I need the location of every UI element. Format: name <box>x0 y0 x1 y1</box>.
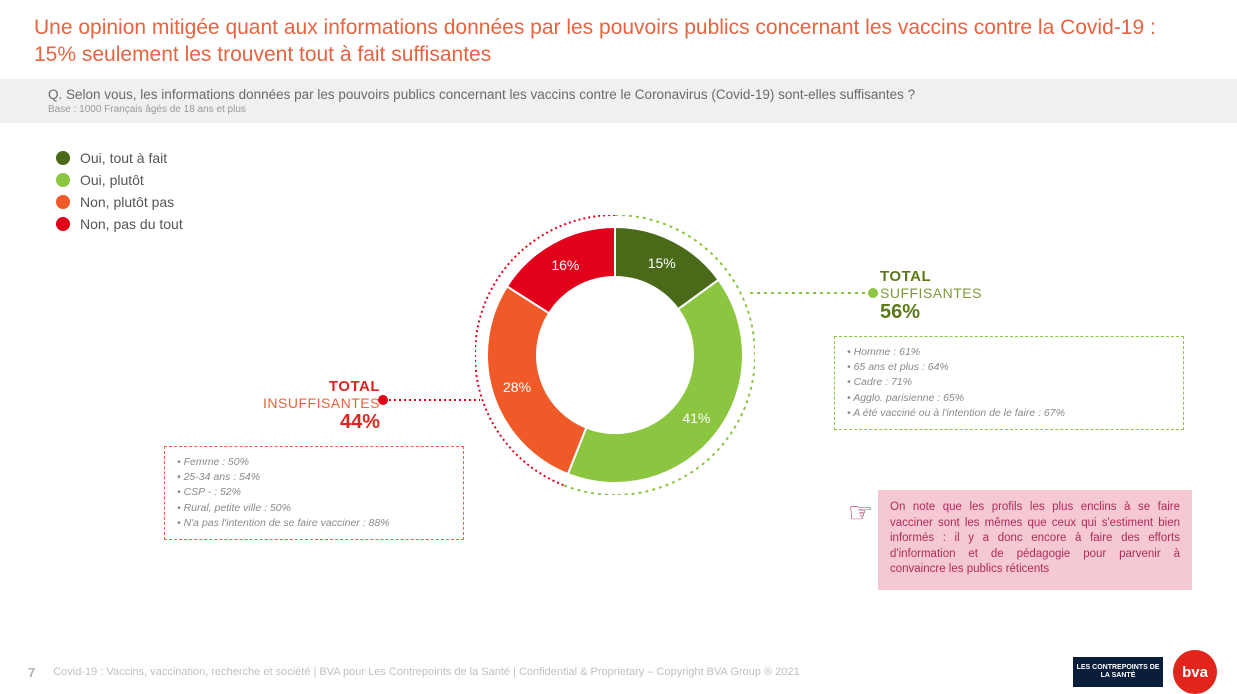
question-band: Q. Selon vous, les informations données … <box>0 79 1237 123</box>
detail-line: • N'a pas l'intention de se faire vaccin… <box>177 516 451 531</box>
details-suffisantes: • Homme : 61%• 65 ans et plus : 64%• Cad… <box>834 336 1184 430</box>
footer-text: Covid-19 : Vaccins, vaccination, recherc… <box>53 666 1073 678</box>
detail-line: • A été vacciné ou à l'intention de le f… <box>847 406 1171 421</box>
legend-dot-icon <box>56 195 70 209</box>
page-number: 7 <box>28 665 35 680</box>
detail-line: • Femme : 50% <box>177 455 451 470</box>
legend-label: Oui, tout à fait <box>80 150 167 166</box>
slice-label: 16% <box>551 257 579 273</box>
dot-suffisantes <box>868 288 878 298</box>
detail-line: • Homme : 61% <box>847 345 1171 360</box>
detail-line: • 65 ans et plus : 64% <box>847 360 1171 375</box>
slice-label: 28% <box>503 379 531 395</box>
group-total-ins: TOTAL <box>200 378 380 395</box>
donut-slice <box>487 286 586 474</box>
group-insuffisantes: TOTAL INSUFFISANTES 44% <box>200 378 380 434</box>
logo-bva: bva <box>1173 650 1217 694</box>
logo-contrepoints: LES CONTREPOINTS DE LA SANTÉ <box>1073 657 1163 687</box>
donut-slice <box>568 280 743 483</box>
question-base: Base : 1000 Français âgés de 18 ans et p… <box>48 104 1203 115</box>
legend-item: Non, plutôt pas <box>56 194 183 210</box>
legend-dot-icon <box>56 173 70 187</box>
detail-line: • Cadre : 71% <box>847 375 1171 390</box>
legend-item: Non, pas du tout <box>56 216 183 232</box>
pointing-hand-icon: ☞ <box>848 496 873 529</box>
group-pct-ins: 44% <box>200 411 380 434</box>
group-pct-suf: 56% <box>880 301 982 324</box>
legend: Oui, tout à fait Oui, plutôt Non, plutôt p… <box>56 150 183 238</box>
legend-label: Oui, plutôt <box>80 172 144 188</box>
legend-item: Oui, tout à fait <box>56 150 183 166</box>
detail-line: • Rural, petite ville : 50% <box>177 501 451 516</box>
legend-dot-icon <box>56 151 70 165</box>
group-suffisantes: TOTAL SUFFISANTES 56% <box>880 268 982 324</box>
donut-chart: 15% 41% 28% 16% <box>475 215 755 495</box>
footer: 7 Covid-19 : Vaccins, vaccination, reche… <box>0 652 1237 692</box>
slice-label: 15% <box>648 255 676 271</box>
detail-line: • CSP - : 52% <box>177 485 451 500</box>
connector-insuffisantes <box>384 395 480 405</box>
analysis-note: On note que les profils les plus enclins… <box>878 490 1192 590</box>
legend-label: Non, plutôt pas <box>80 194 174 210</box>
legend-dot-icon <box>56 217 70 231</box>
detail-line: • 25-34 ans : 54% <box>177 470 451 485</box>
page-title: Une opinion mitigée quant aux informatio… <box>0 0 1237 79</box>
legend-item: Oui, plutôt <box>56 172 183 188</box>
group-sub-suf: SUFFISANTES <box>880 285 982 301</box>
connector-suffisantes <box>750 288 880 298</box>
group-sub-ins: INSUFFISANTES <box>200 395 380 411</box>
group-total-suf: TOTAL <box>880 268 982 285</box>
legend-label: Non, pas du tout <box>80 216 183 232</box>
group-arc <box>563 485 615 495</box>
question-text: Q. Selon vous, les informations données … <box>48 87 1203 102</box>
slice-label: 41% <box>682 410 710 426</box>
details-insuffisantes: • Femme : 50%• 25-34 ans : 54%• CSP - : … <box>164 446 464 540</box>
detail-line: • Agglo. parisienne : 65% <box>847 391 1171 406</box>
